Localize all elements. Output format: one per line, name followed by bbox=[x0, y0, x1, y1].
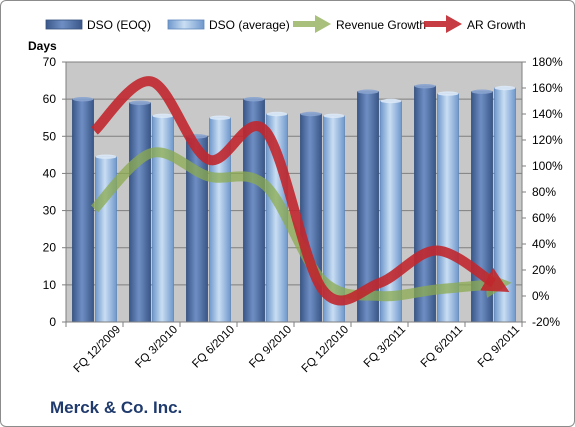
x-tick-label: FQ 3/2011 bbox=[362, 324, 408, 370]
bar-dso-eoq-top bbox=[129, 100, 151, 106]
x-tick-label: FQ 6/2011 bbox=[419, 324, 465, 370]
legend-arrow-icon bbox=[446, 15, 462, 33]
right-tick-label: 60% bbox=[532, 211, 556, 225]
legend-label: Revenue Growth bbox=[336, 18, 426, 32]
left-tick-label: 20 bbox=[43, 241, 57, 255]
left-tick-label: 30 bbox=[43, 204, 57, 218]
x-tick-label: FQ 9/2011 bbox=[476, 324, 522, 370]
legend-swatch-dso-eoq bbox=[45, 19, 83, 30]
left-tick-label: 10 bbox=[43, 278, 57, 292]
legend-label: AR Growth bbox=[467, 18, 526, 32]
right-tick-label: 0% bbox=[532, 289, 550, 303]
left-tick-label: 40 bbox=[43, 166, 57, 180]
x-tick-label: FQ 3/2010 bbox=[133, 324, 180, 371]
legend-label: DSO (EOQ) bbox=[87, 18, 151, 32]
left-tick-label: 50 bbox=[43, 129, 57, 143]
left-tick-label: 70 bbox=[43, 55, 57, 69]
ar-growth-line bbox=[90, 76, 510, 306]
y-axis-title: Days bbox=[28, 39, 57, 53]
right-tick-label: 160% bbox=[532, 81, 563, 95]
bar-dso-average-top bbox=[437, 91, 459, 96]
x-tick-label: FQ 12/2009 bbox=[72, 324, 123, 375]
bar-dso-average bbox=[380, 100, 402, 323]
bar-dso-eoq bbox=[72, 98, 94, 323]
right-tick-label: 80% bbox=[532, 185, 556, 199]
x-tick-label: FQ 12/2010 bbox=[300, 324, 351, 375]
bar-dso-average-top bbox=[152, 113, 174, 119]
right-tick-label: 120% bbox=[532, 133, 563, 147]
right-tick-label: 40% bbox=[532, 237, 556, 251]
bar-dso-eoq-top bbox=[414, 83, 436, 89]
right-tick-label: -20% bbox=[532, 315, 560, 329]
legend-arrow-icon bbox=[315, 15, 331, 33]
right-tick-label: 100% bbox=[532, 159, 563, 173]
x-tick-label: FQ 9/2010 bbox=[247, 324, 294, 371]
revenue-growth-line bbox=[90, 147, 512, 302]
bar-dso-average-top bbox=[95, 154, 117, 159]
bar-dso-eoq-top bbox=[357, 89, 379, 94]
left-tick-label: 60 bbox=[43, 92, 57, 106]
bar-dso-eoq-top bbox=[72, 96, 94, 102]
legend-label: DSO (average) bbox=[209, 18, 290, 32]
legend-swatch-dso-average bbox=[167, 19, 205, 30]
right-tick-label: 20% bbox=[532, 263, 556, 277]
bar-dso-average-top bbox=[494, 85, 516, 91]
bar-dso-eoq-top bbox=[243, 96, 265, 102]
right-tick-label: 140% bbox=[532, 107, 563, 121]
x-tick-label: FQ 6/2010 bbox=[190, 324, 237, 371]
bar-dso-average bbox=[494, 87, 516, 323]
bar-dso-eoq-top bbox=[471, 89, 493, 94]
bar-dso-average-top bbox=[380, 98, 402, 104]
bar-dso-average-top bbox=[266, 111, 288, 117]
bar-dso-average-top bbox=[323, 113, 345, 119]
bar-dso-average bbox=[152, 115, 174, 323]
bar-dso-eoq bbox=[129, 102, 151, 323]
chart-title: Merck & Co. Inc. bbox=[50, 398, 183, 417]
bar-dso-average-top bbox=[209, 115, 231, 120]
bar-dso-eoq-top bbox=[300, 111, 322, 117]
left-tick-label: 0 bbox=[49, 315, 56, 329]
right-tick-label: 180% bbox=[532, 55, 563, 69]
